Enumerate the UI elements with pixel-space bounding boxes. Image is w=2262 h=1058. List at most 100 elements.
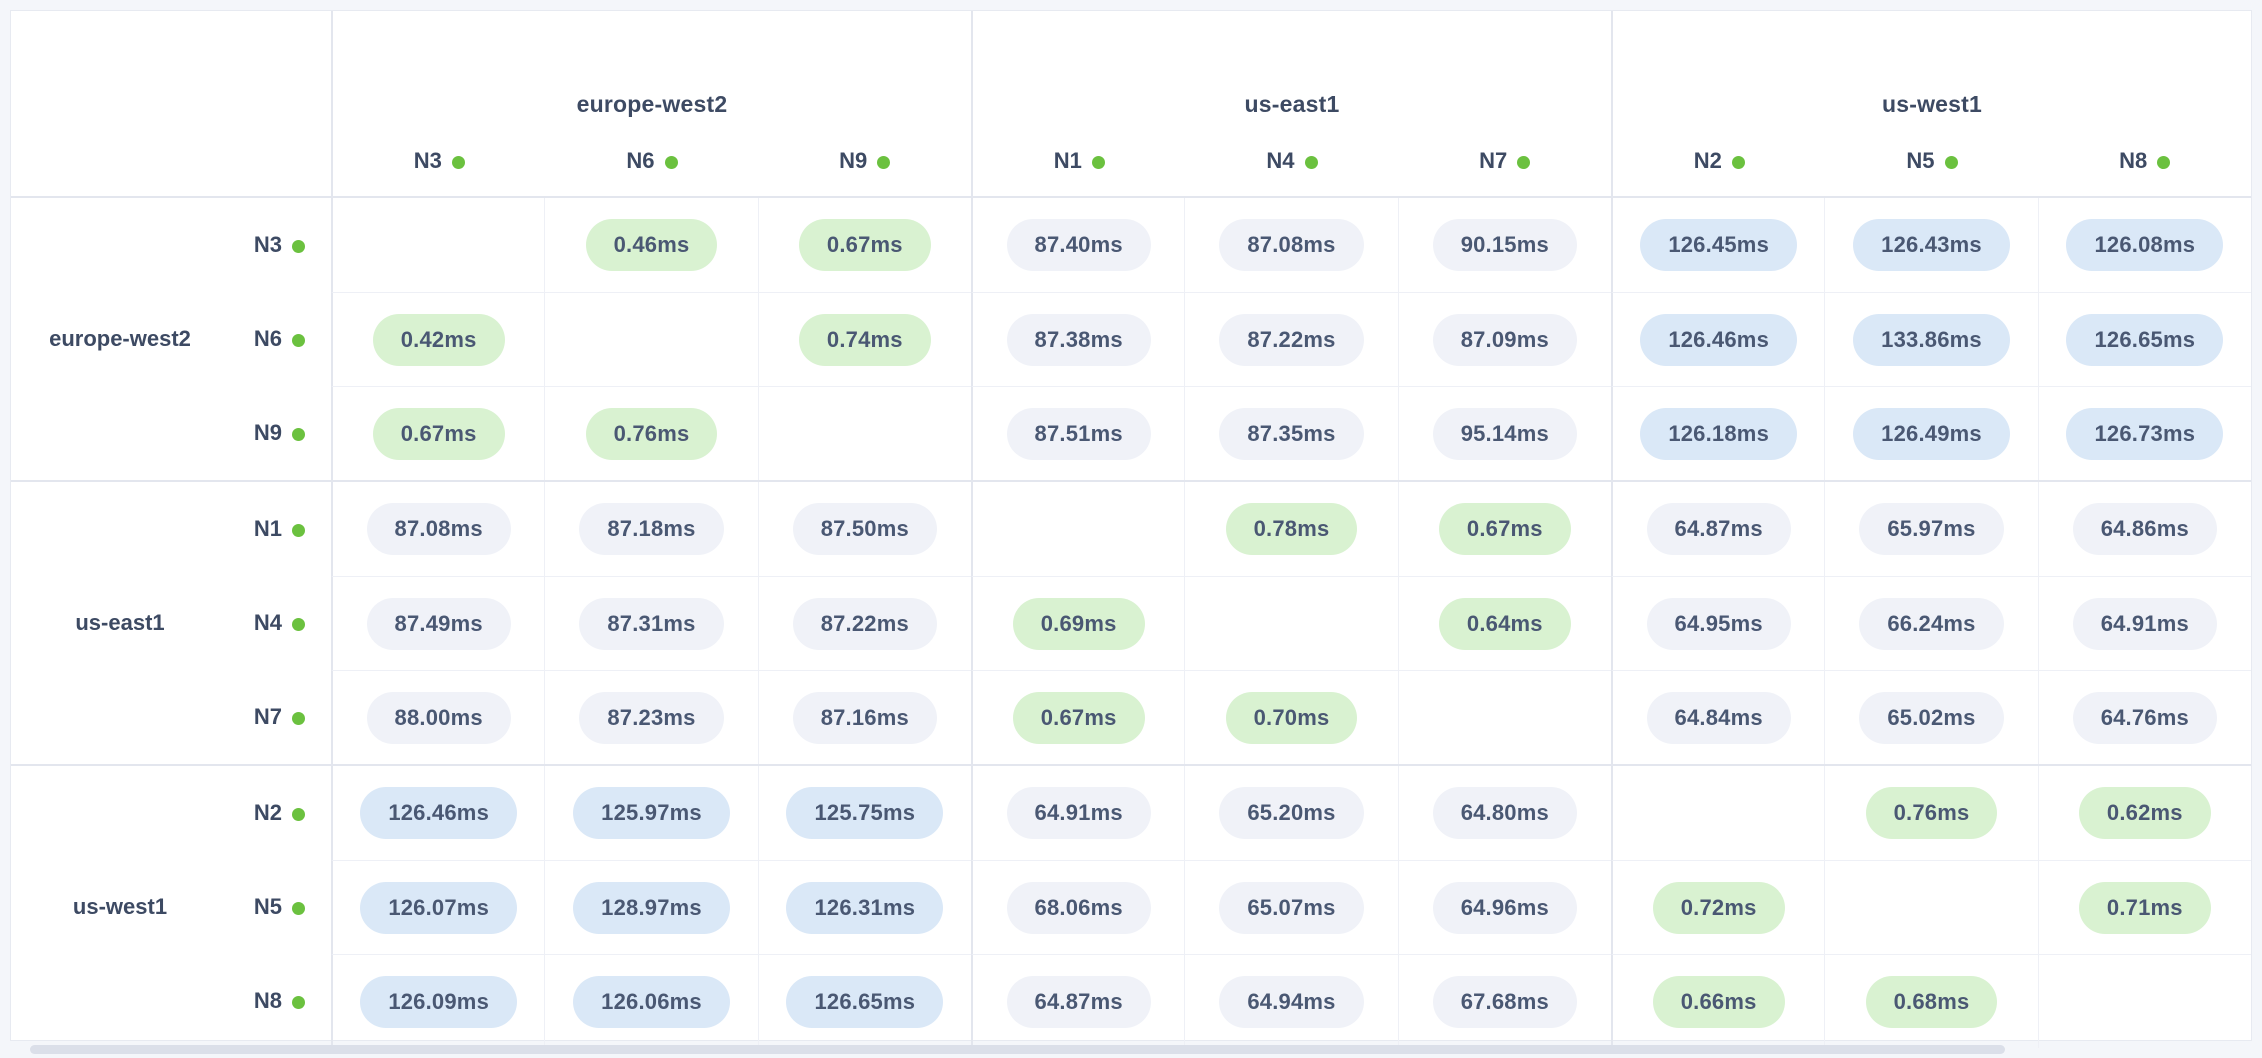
latency-cell: 87.23ms xyxy=(544,670,758,764)
row-header-N2: N2 xyxy=(11,766,331,860)
latency-cell: 125.75ms xyxy=(757,766,971,860)
latency-cell: 65.97ms xyxy=(1824,482,2037,576)
latency-pill: 126.49ms xyxy=(1853,407,2010,460)
table-row-N2: N2 126.46ms 125.97ms 125.75ms 64.91ms 65.20ms… xyxy=(11,766,2251,860)
table-row-N1: N1 87.08ms 87.18ms 87.50ms 0.78ms 0.67ms 64.87… xyxy=(11,482,2251,576)
column-header-N9: N9 xyxy=(758,148,971,174)
latency-pill: 126.06ms xyxy=(573,975,730,1028)
latency-cell: 64.84ms xyxy=(1610,670,1825,764)
latency-pill: 64.95ms xyxy=(1646,597,1791,650)
latency-cell-self xyxy=(1184,576,1398,670)
latency-cell: 126.49ms xyxy=(1824,386,2038,480)
latency-cell: 66.24ms xyxy=(1824,576,2038,670)
row-node-label: N4 xyxy=(254,610,331,636)
column-node-label: N3 xyxy=(413,148,442,173)
latency-cell: 0.64ms xyxy=(1397,576,1611,670)
latency-pill: 126.08ms xyxy=(2066,219,2224,271)
row-node-text: N6 xyxy=(253,326,282,351)
latency-cell-self xyxy=(1397,670,1611,764)
latency-cell: 87.51ms xyxy=(970,386,1185,480)
latency-cell: 0.69ms xyxy=(970,576,1185,670)
table-row-N5: us-west1 N5 126.07ms 128.97ms 126.31ms 68.06m… xyxy=(11,860,2251,954)
latency-pill: 126.65ms xyxy=(786,975,944,1028)
latency-cell-self xyxy=(331,198,544,292)
latency-pill: 64.94ms xyxy=(1219,975,1364,1028)
node-status-dot-icon xyxy=(451,155,465,169)
latency-pill: 87.35ms xyxy=(1219,407,1364,460)
column-group-us-east1: us-east1 N1 N4 N7 xyxy=(971,11,1611,196)
latency-pill: 87.40ms xyxy=(1006,219,1151,271)
latency-pill: 95.14ms xyxy=(1432,407,1577,460)
row-group-region-label: us-east1 xyxy=(75,610,165,635)
latency-pill: 125.97ms xyxy=(573,787,730,839)
latency-cell: 87.50ms xyxy=(757,482,971,576)
latency-cell: 67.68ms xyxy=(1397,954,1611,1048)
latency-cell: 64.91ms xyxy=(2037,576,2251,670)
latency-cell: 90.15ms xyxy=(1397,198,1611,292)
latency-pill: 126.18ms xyxy=(1640,407,1797,460)
node-status-dot-icon xyxy=(292,239,305,253)
latency-cell: 126.65ms xyxy=(2037,292,2251,386)
column-group-region-label: us-east1 xyxy=(1244,91,1340,117)
row-header-N3: N3 xyxy=(11,198,331,292)
latency-pill: 0.70ms xyxy=(1225,691,1358,744)
latency-cell: 0.70ms xyxy=(1184,670,1398,764)
column-header-N8: N8 xyxy=(2038,148,2251,174)
row-group-region-label: us-west1 xyxy=(72,894,168,919)
column-node-label: N8 xyxy=(2119,148,2148,173)
row-header-N9: N9 xyxy=(11,386,331,480)
row-node-label: N8 xyxy=(254,988,331,1014)
table-row-N7: N7 88.00ms 87.23ms 87.16ms 0.67ms 0.70ms 64.84… xyxy=(11,670,2251,764)
latency-cell: 0.72ms xyxy=(1610,860,1825,954)
latency-cell: 68.06ms xyxy=(970,860,1185,954)
latency-pill: 0.71ms xyxy=(2078,881,2211,934)
latency-pill: 0.68ms xyxy=(1865,975,1998,1028)
column-group-europe-west2: europe-west2 N3 N6 N9 xyxy=(331,11,971,196)
row-node-text: N3 xyxy=(253,232,282,257)
latency-cell: 126.06ms xyxy=(544,954,758,1048)
latency-pill: 88.00ms xyxy=(366,691,511,744)
latency-pill: 126.43ms xyxy=(1853,219,2010,271)
latency-cell: 0.67ms xyxy=(970,670,1185,764)
latency-cell: 0.76ms xyxy=(1824,766,2037,860)
latency-cell: 88.00ms xyxy=(331,670,545,764)
latency-cell: 133.86ms xyxy=(1824,292,2038,386)
latency-cell: 87.35ms xyxy=(1184,386,1398,480)
latency-pill: 64.87ms xyxy=(1646,503,1791,555)
node-status-dot-icon xyxy=(1517,155,1531,169)
node-status-dot-icon xyxy=(1304,155,1318,169)
row-node-label: N3 xyxy=(254,232,331,258)
row-node-label: N7 xyxy=(254,704,331,730)
horizontal-scrollbar-thumb[interactable] xyxy=(30,1045,2005,1054)
latency-pill: 90.15ms xyxy=(1432,219,1577,271)
latency-pill: 64.86ms xyxy=(2072,503,2217,555)
latency-pill: 68.06ms xyxy=(1006,881,1151,934)
row-node-text: N4 xyxy=(253,610,282,635)
latency-pill: 65.07ms xyxy=(1219,881,1364,934)
latency-pill: 126.45ms xyxy=(1640,219,1797,271)
latency-cell: 65.07ms xyxy=(1184,860,1398,954)
latency-cell-self xyxy=(970,482,1184,576)
column-node-label: N4 xyxy=(1266,148,1295,173)
table-row-N3: N3 0.46ms 0.67ms 87.40ms 87.08ms 90.15ms 126.4… xyxy=(11,198,2251,292)
latency-cell: 64.95ms xyxy=(1610,576,1825,670)
latency-pill: 126.46ms xyxy=(360,787,517,839)
latency-cell: 87.40ms xyxy=(970,198,1184,292)
node-status-dot-icon xyxy=(292,807,305,821)
column-node-label: N5 xyxy=(1906,148,1935,173)
row-header-N1: N1 xyxy=(11,482,331,576)
latency-pill: 87.22ms xyxy=(1219,313,1364,366)
latency-pill: 0.67ms xyxy=(372,407,505,460)
row-header-N8: N8 xyxy=(11,954,331,1048)
latency-cell: 126.73ms xyxy=(2037,386,2251,480)
latency-pill: 87.49ms xyxy=(366,597,511,650)
latency-cell: 64.86ms xyxy=(2037,482,2251,576)
latency-pill: 0.72ms xyxy=(1652,881,1785,934)
latency-cell: 0.67ms xyxy=(757,198,971,292)
row-node-label: N1 xyxy=(254,516,331,542)
row-header-N5: us-west1 N5 xyxy=(11,860,331,954)
latency-cell: 0.67ms xyxy=(331,386,545,480)
latency-pill: 0.66ms xyxy=(1652,975,1785,1028)
table-row-N4: us-east1 N4 87.49ms 87.31ms 87.22ms 0.69ms 0.6… xyxy=(11,576,2251,670)
latency-cell-self xyxy=(1824,860,2038,954)
